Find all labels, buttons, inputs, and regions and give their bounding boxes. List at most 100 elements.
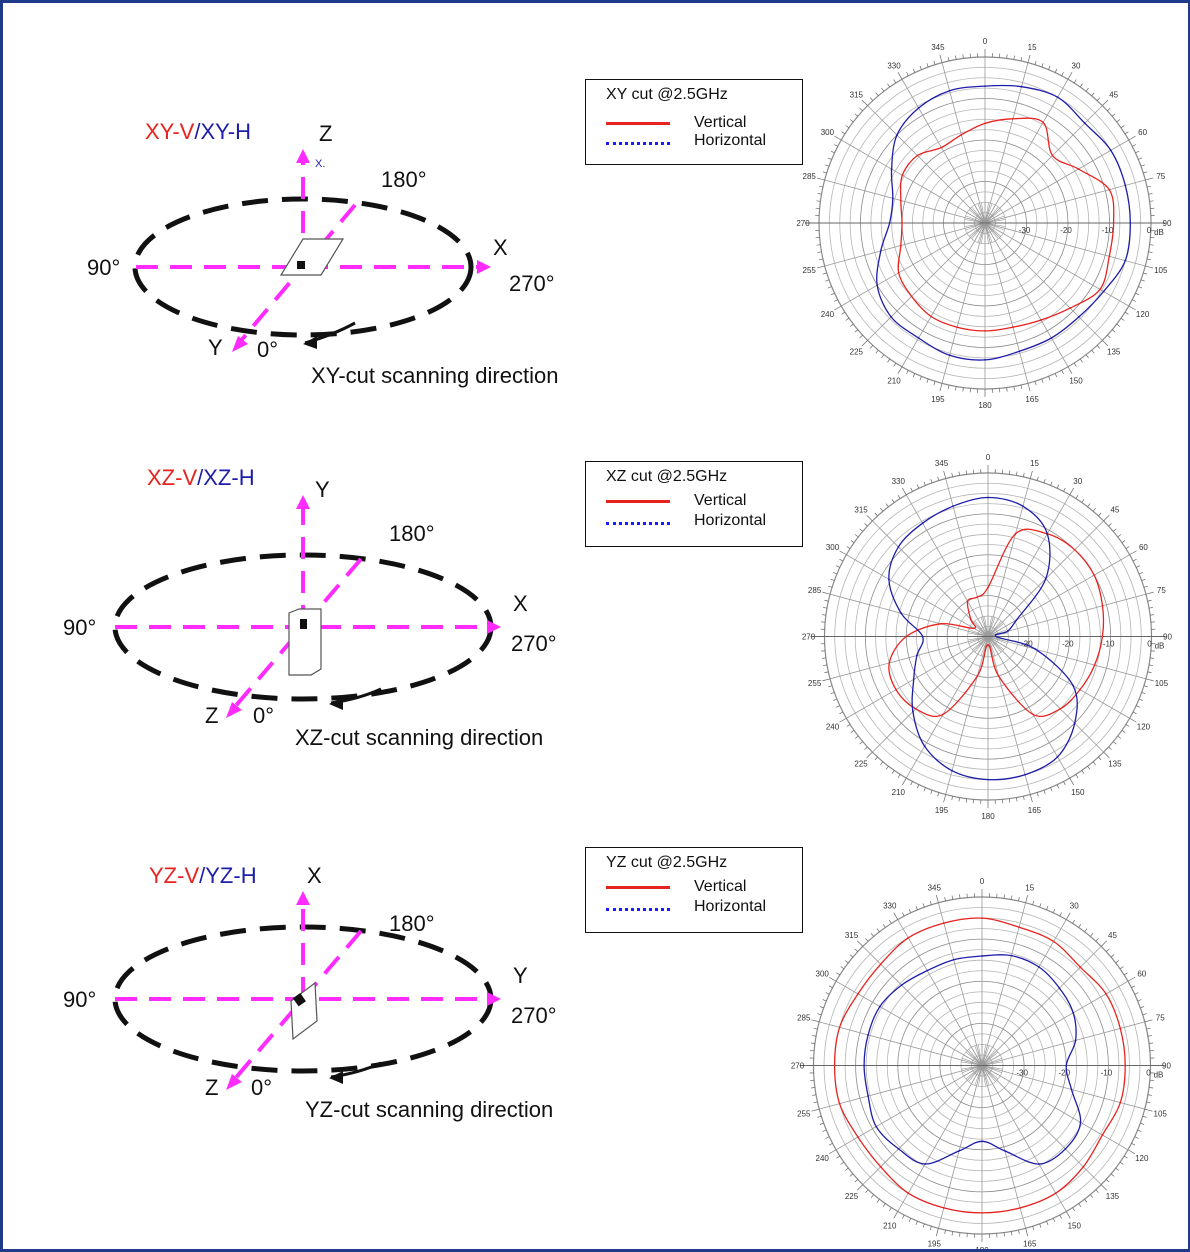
- chart0-outer-tick: [1140, 164, 1145, 167]
- chart2-grid-spoke: [981, 1065, 1129, 1151]
- chart0-outer-tick: [816, 244, 821, 246]
- yz-dut-board: [290, 981, 318, 1041]
- chart2-angle-tick-label: 30: [1070, 902, 1079, 911]
- chart0-angle-tick-label: 0: [983, 37, 988, 46]
- chart0-outer-tick: [822, 171, 827, 174]
- chart1-point-vertical: [914, 707, 917, 710]
- chart2-outer-tick: [1140, 1122, 1145, 1125]
- chart0-angle-tick-label: 180: [978, 401, 992, 410]
- chart1-angle-tick-label: 0: [986, 453, 991, 462]
- chart0-outer-tick: [962, 54, 964, 59]
- chart2-point-vertical: [981, 1212, 983, 1214]
- xz-legend-vertical-swatch: [606, 500, 670, 503]
- chart0-outer-tick: [816, 200, 821, 202]
- chart2-grid-spoke: [835, 1065, 983, 1151]
- chart1-outer-tick: [828, 685, 833, 688]
- xy-legend-horizontal-swatch: [606, 142, 670, 145]
- chart1-outer-tick: [1087, 766, 1091, 770]
- xz-cut-label: XZ-V/XZ-H: [147, 465, 255, 490]
- xy-angle-270: 270°: [509, 271, 555, 296]
- section-yz: YZ-V/YZ-H X 180° Y 90° 270° Z 0° YZ-cut …: [3, 823, 1188, 1249]
- chart1-point-vertical: [942, 713, 944, 716]
- chart2-grid-spoke: [897, 919, 983, 1066]
- chart0-point-vertical: [1099, 288, 1101, 291]
- chart0-grid-spoke: [941, 222, 986, 384]
- chart0-outer-tick: [1148, 193, 1153, 195]
- yz-polar-chart: 0 15 30 45 60 75 90 105 120 135 150 165 180 195 210 225…: [791, 877, 1172, 1249]
- chart1-point-vertical: [1014, 532, 1017, 535]
- chart2-outer-tick: [915, 905, 918, 910]
- chart0-outer-tick: [1128, 135, 1136, 141]
- chart1-outer-tick: [850, 540, 855, 544]
- chart1-outer-tick: [839, 550, 847, 556]
- yz-axis-up-label: X: [307, 863, 322, 888]
- chart2-angle-tick-label: 60: [1137, 969, 1146, 978]
- chart1-outer-tick: [1121, 540, 1126, 544]
- chart0-outer-tick: [1145, 265, 1154, 269]
- chart1-outer-tick: [1050, 481, 1053, 486]
- chart2-outer-tick: [1123, 1155, 1128, 1159]
- chart0-outer-tick: [919, 376, 922, 381]
- chart1-grid-spoke: [987, 636, 1147, 680]
- chart0-grid-spoke: [984, 222, 1146, 267]
- chart2-outer-tick: [1039, 1223, 1042, 1228]
- chart2-outer-tick: [1003, 1232, 1005, 1237]
- chart1-outer-tick: [824, 671, 829, 674]
- chart0-outer-tick: [912, 68, 916, 73]
- chart0-outer-tick: [1124, 131, 1129, 135]
- chart1-outer-tick: [880, 507, 884, 512]
- chart1-point-vertical: [976, 675, 979, 677]
- chart0-point-vertical: [1112, 222, 1115, 224]
- chart1-outer-tick: [1121, 729, 1126, 733]
- chart0-grid-spoke: [841, 139, 986, 224]
- yz-axis-up-arrowhead: [296, 891, 310, 905]
- chart0-outer-tick: [947, 384, 950, 390]
- chart2-grid-spoke: [981, 946, 1102, 1066]
- chart2-outer-tick: [1137, 1129, 1142, 1132]
- chart2-radial-tick-label: 0: [1146, 1069, 1151, 1078]
- chart1-outer-tick: [822, 591, 831, 595]
- chart2-grid-spoke: [981, 1065, 1026, 1229]
- chart1-outer-tick: [885, 503, 889, 507]
- xy-axis-up-label: Z: [319, 121, 332, 146]
- chart1-outer-tick: [1008, 470, 1011, 475]
- chart2-point-vertical: [1101, 1134, 1104, 1136]
- chart1-outer-tick: [1075, 774, 1079, 778]
- chart1-outer-tick: [951, 472, 953, 477]
- chart0-radial-tick-label: -20: [1060, 226, 1072, 235]
- chart0-outer-tick: [1138, 157, 1143, 160]
- chart0-outer-tick: [1013, 386, 1015, 391]
- chart1-outer-tick: [1056, 784, 1060, 789]
- chart0-point-horizontal: [1083, 122, 1086, 125]
- chart2-outer-tick: [908, 1218, 912, 1222]
- chart1-outer-tick: [1050, 787, 1053, 792]
- chart0-point-horizontal: [1050, 337, 1053, 339]
- chart0-outer-tick: [854, 329, 859, 333]
- chart0-angle-tick-label: 15: [1028, 43, 1037, 52]
- chart0-outer-tick: [825, 279, 830, 282]
- xy-cut-label: XY-V/XY-H: [145, 119, 251, 144]
- chart2-outer-tick: [828, 976, 837, 982]
- chart0-point-horizontal: [1109, 149, 1112, 152]
- chart0-point-horizontal: [1020, 85, 1023, 88]
- chart0-outer-tick: [1020, 384, 1023, 390]
- chart0-outer-tick: [859, 107, 863, 112]
- chart1-outer-tick: [1023, 472, 1025, 477]
- chart0-point-horizontal: [984, 359, 986, 361]
- chart1-grid-spoke: [945, 636, 989, 795]
- xy-angle-180: 180°: [381, 167, 427, 192]
- chart0-outer-tick: [834, 305, 842, 311]
- chart2-outer-tick: [1147, 1094, 1152, 1096]
- chart0-outer-tick: [1079, 358, 1083, 363]
- chart0-outer-tick: [933, 60, 936, 65]
- chart0-outer-tick: [822, 272, 827, 275]
- chart0-outer-tick: [845, 125, 850, 129]
- yz-angle-90: 90°: [63, 987, 96, 1012]
- chart0-angle-tick-label: 345: [931, 43, 945, 52]
- chart2-outer-tick: [1137, 999, 1142, 1002]
- chart1-grid-spoke: [905, 494, 989, 637]
- chart1-outer-tick: [1145, 591, 1154, 595]
- chart2-outer-tick: [893, 912, 899, 920]
- chart2-outer-tick: [856, 1184, 864, 1191]
- chart0-outer-tick: [875, 349, 879, 354]
